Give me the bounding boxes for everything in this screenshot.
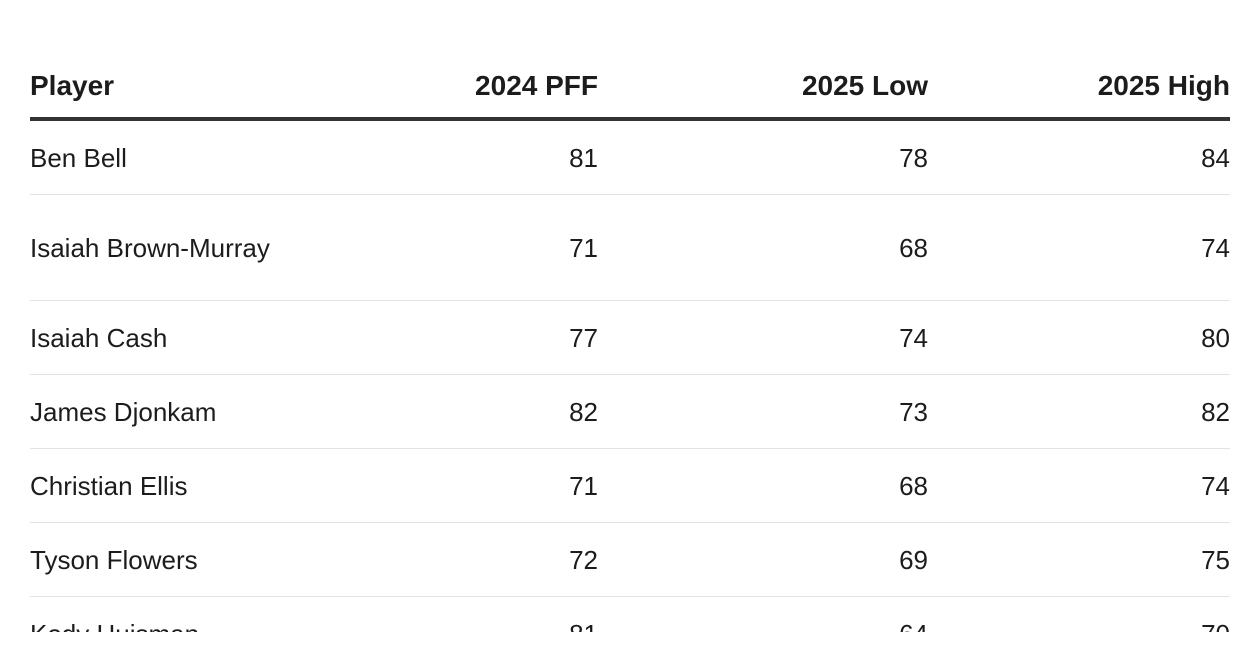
cell-2025-low: 69 xyxy=(598,522,928,597)
cell-2024-pff: 81 xyxy=(278,596,598,632)
cell-2025-high: 74 xyxy=(928,194,1230,301)
header-2025-high[interactable]: 2025 High xyxy=(928,55,1230,121)
cell-player: Isaiah Brown-Murray xyxy=(30,194,278,301)
cell-2024-pff: 82 xyxy=(278,374,598,449)
ratings-table-container: Player 2024 PFF 2025 Low 2025 High Ben B… xyxy=(30,0,1230,632)
cell-2025-high: 74 xyxy=(928,448,1230,523)
cell-2024-pff: 81 xyxy=(278,119,598,195)
cell-2024-pff: 77 xyxy=(278,300,598,375)
table-row: Isaiah Brown-Murray 71 68 74 xyxy=(30,194,1230,301)
cell-player: James Djonkam xyxy=(30,374,278,449)
cell-player: Ben Bell xyxy=(30,119,278,195)
cell-2024-pff: 71 xyxy=(278,448,598,523)
header-2024-pff[interactable]: 2024 PFF xyxy=(278,55,598,121)
cell-player: Christian Ellis xyxy=(30,448,278,523)
cell-player: Isaiah Cash xyxy=(30,300,278,375)
header-player[interactable]: Player xyxy=(30,55,278,121)
header-row: Player 2024 PFF 2025 Low 2025 High xyxy=(30,55,1230,121)
ratings-table: Player 2024 PFF 2025 Low 2025 High Ben B… xyxy=(30,55,1230,632)
cell-2025-high: 84 xyxy=(928,119,1230,195)
cell-2025-high: 75 xyxy=(928,522,1230,597)
cell-2024-pff: 72 xyxy=(278,522,598,597)
cell-2025-high: 70 xyxy=(928,596,1230,632)
table-row: Tyson Flowers 72 69 75 xyxy=(30,522,1230,597)
cell-2025-low: 68 xyxy=(598,194,928,301)
table-header: Player 2024 PFF 2025 Low 2025 High xyxy=(30,55,1230,121)
cell-player: Kody Huisman xyxy=(30,596,278,632)
cell-2025-high: 82 xyxy=(928,374,1230,449)
cell-2024-pff: 71 xyxy=(278,194,598,301)
table-row: James Djonkam 82 73 82 xyxy=(30,374,1230,449)
header-2025-low[interactable]: 2025 Low xyxy=(598,55,928,121)
table-row: Christian Ellis 71 68 74 xyxy=(30,448,1230,523)
cell-2025-low: 68 xyxy=(598,448,928,523)
table-row: Isaiah Cash 77 74 80 xyxy=(30,300,1230,375)
cell-2025-low: 78 xyxy=(598,119,928,195)
cell-2025-low: 73 xyxy=(598,374,928,449)
cell-2025-high: 80 xyxy=(928,300,1230,375)
cell-2025-low: 64 xyxy=(598,596,928,632)
table-row: Kody Huisman 81 64 70 xyxy=(30,596,1230,632)
table-row: Ben Bell 81 78 84 xyxy=(30,119,1230,195)
table-body: Ben Bell 81 78 84 Isaiah Brown-Murray 71… xyxy=(30,119,1230,632)
cell-player: Tyson Flowers xyxy=(30,522,278,597)
cell-2025-low: 74 xyxy=(598,300,928,375)
